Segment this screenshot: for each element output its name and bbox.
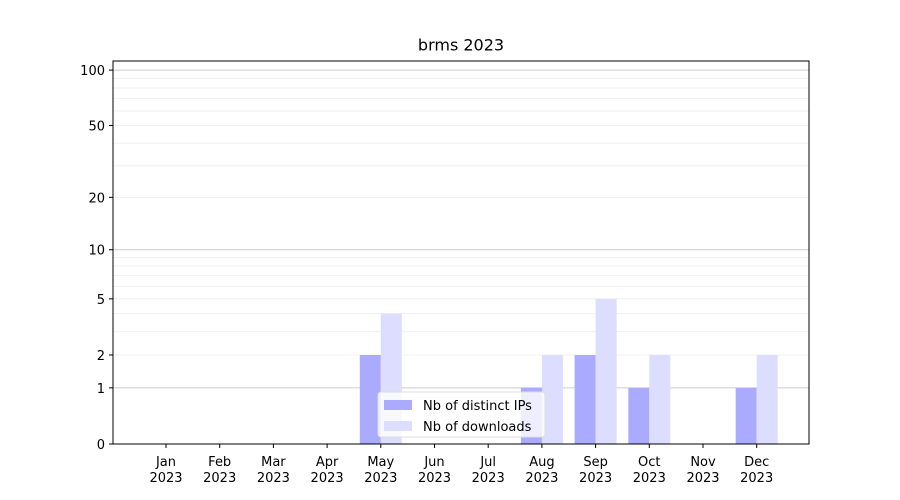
plot-frame bbox=[112, 60, 810, 445]
legend-box bbox=[377, 391, 546, 438]
y-tick-label: 1 bbox=[97, 382, 105, 397]
bar bbox=[359, 354, 381, 444]
x-tick-label: Apr 2023 bbox=[311, 455, 344, 486]
x-tick-label: May 2023 bbox=[364, 455, 397, 486]
x-tick-label: Dec 2023 bbox=[740, 455, 773, 486]
y-tick-label: 0 bbox=[97, 438, 105, 453]
x-tick-label: Mar 2023 bbox=[257, 455, 290, 486]
x-tick-label: Jan 2023 bbox=[149, 455, 182, 486]
legend-label: Nb of downloads bbox=[423, 420, 532, 435]
chart-title: brms 2023 bbox=[418, 36, 504, 55]
y-tick-label: 5 bbox=[97, 293, 105, 308]
bar bbox=[595, 298, 617, 444]
x-tick-label: Jul 2023 bbox=[472, 455, 505, 486]
x-tick-label: Sep 2023 bbox=[579, 455, 612, 486]
bar bbox=[628, 387, 650, 444]
x-tick-label: Nov 2023 bbox=[686, 455, 719, 486]
y-tick-label: 50 bbox=[88, 119, 105, 134]
legend-swatch bbox=[384, 421, 412, 431]
x-tick-label: Feb 2023 bbox=[203, 455, 236, 486]
bar bbox=[541, 354, 563, 444]
bar bbox=[756, 354, 778, 444]
y-tick-label: 20 bbox=[88, 191, 105, 206]
y-tick-label: 2 bbox=[97, 349, 105, 364]
x-tick-label: Jun 2023 bbox=[418, 455, 451, 486]
bar bbox=[649, 354, 671, 444]
x-tick-label: Aug 2023 bbox=[525, 455, 558, 486]
x-tick-label: Oct 2023 bbox=[633, 455, 666, 486]
y-tick-label: 100 bbox=[80, 64, 105, 79]
legend-label: Nb of distinct IPs bbox=[423, 399, 532, 414]
bar bbox=[574, 354, 596, 444]
bar bbox=[735, 387, 757, 444]
legend-swatch bbox=[384, 400, 412, 410]
y-tick-label: 10 bbox=[88, 244, 105, 259]
